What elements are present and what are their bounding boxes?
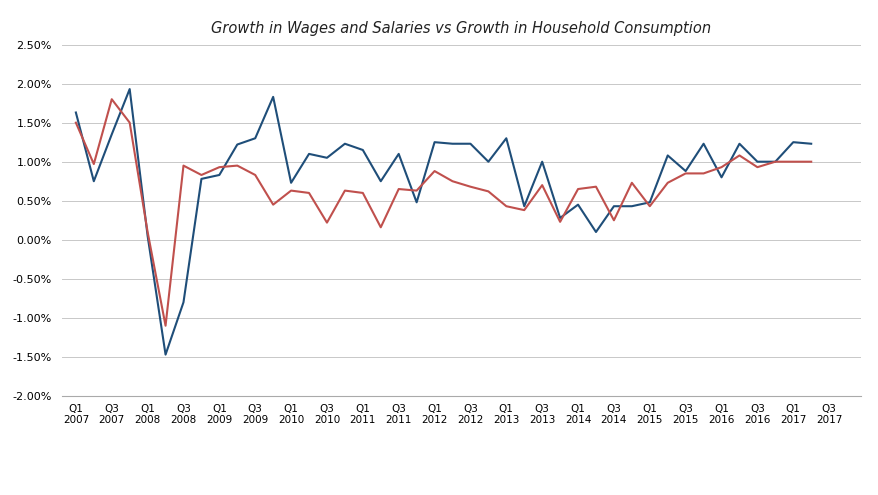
Wages and Salaries [214, 172, 225, 178]
Household Final Consumption Expenditure [716, 164, 726, 170]
Wages and Salaries [89, 178, 99, 184]
Wages and Salaries [590, 229, 601, 235]
Wages and Salaries [536, 159, 547, 165]
Household Final Consumption Expenditure [106, 96, 117, 102]
Household Final Consumption Expenditure [70, 120, 81, 126]
Wages and Salaries [662, 152, 673, 158]
Household Final Consumption Expenditure [608, 217, 618, 223]
Wages and Salaries [733, 141, 744, 147]
Household Final Consumption Expenditure [733, 152, 744, 158]
Wages and Salaries [769, 159, 780, 165]
Wages and Salaries [716, 174, 726, 180]
Household Final Consumption Expenditure [375, 224, 385, 230]
Household Final Consumption Expenditure [428, 168, 439, 174]
Household Final Consumption Expenditure [787, 159, 797, 165]
Household Final Consumption Expenditure [214, 164, 225, 170]
Household Final Consumption Expenditure [483, 189, 493, 195]
Wages and Salaries [232, 142, 242, 148]
Wages and Salaries [321, 155, 332, 161]
Household Final Consumption Expenditure [142, 229, 153, 235]
Line: Wages and Salaries: Wages and Salaries [76, 89, 810, 354]
Wages and Salaries [608, 203, 618, 209]
Household Final Consumption Expenditure [285, 188, 296, 194]
Wages and Salaries [125, 86, 135, 92]
Household Final Consumption Expenditure [572, 186, 583, 192]
Household Final Consumption Expenditure [321, 220, 332, 226]
Household Final Consumption Expenditure [518, 207, 529, 213]
Household Final Consumption Expenditure [447, 178, 457, 184]
Household Final Consumption Expenditure [268, 201, 278, 207]
Wages and Salaries [304, 151, 314, 157]
Wages and Salaries [249, 135, 260, 141]
Wages and Salaries [787, 139, 797, 145]
Household Final Consumption Expenditure [125, 120, 135, 126]
Wages and Salaries [626, 203, 637, 209]
Household Final Consumption Expenditure [304, 190, 314, 196]
Wages and Salaries [680, 168, 690, 174]
Household Final Consumption Expenditure [411, 188, 421, 194]
Wages and Salaries [500, 135, 511, 141]
Wages and Salaries [697, 141, 708, 147]
Wages and Salaries [411, 199, 421, 205]
Wages and Salaries [464, 141, 475, 147]
Wages and Salaries [554, 215, 565, 221]
Household Final Consumption Expenditure [680, 170, 690, 176]
Wages and Salaries [428, 139, 439, 145]
Household Final Consumption Expenditure [644, 203, 654, 209]
Wages and Salaries [268, 94, 278, 100]
Household Final Consumption Expenditure [232, 163, 242, 169]
Household Final Consumption Expenditure [662, 180, 673, 186]
Household Final Consumption Expenditure [178, 163, 189, 169]
Wages and Salaries [160, 351, 170, 357]
Wages and Salaries [70, 109, 81, 115]
Wages and Salaries [805, 141, 816, 147]
Household Final Consumption Expenditure [805, 159, 816, 165]
Wages and Salaries [196, 176, 206, 182]
Household Final Consumption Expenditure [697, 170, 708, 176]
Household Final Consumption Expenditure [357, 190, 368, 196]
Wages and Salaries [393, 151, 404, 157]
Title: Growth in Wages and Salaries vs Growth in Household Consumption: Growth in Wages and Salaries vs Growth i… [212, 21, 710, 37]
Wages and Salaries [375, 178, 385, 184]
Household Final Consumption Expenditure [249, 172, 260, 178]
Household Final Consumption Expenditure [769, 159, 780, 165]
Household Final Consumption Expenditure [752, 164, 762, 170]
Wages and Salaries [752, 159, 762, 165]
Wages and Salaries [518, 203, 529, 209]
Wages and Salaries [644, 199, 654, 205]
Wages and Salaries [572, 201, 583, 207]
Household Final Consumption Expenditure [554, 219, 565, 225]
Wages and Salaries [483, 159, 493, 165]
Household Final Consumption Expenditure [590, 184, 601, 190]
Wages and Salaries [106, 131, 117, 137]
Wages and Salaries [285, 180, 296, 186]
Wages and Salaries [447, 141, 457, 147]
Household Final Consumption Expenditure [89, 161, 99, 167]
Wages and Salaries [339, 141, 349, 147]
Wages and Salaries [357, 147, 368, 153]
Wages and Salaries [142, 233, 153, 239]
Household Final Consumption Expenditure [464, 184, 475, 190]
Wages and Salaries [178, 299, 189, 305]
Household Final Consumption Expenditure [536, 182, 547, 188]
Household Final Consumption Expenditure [196, 172, 206, 178]
Household Final Consumption Expenditure [393, 186, 404, 192]
Household Final Consumption Expenditure [500, 203, 511, 209]
Line: Household Final Consumption Expenditure: Household Final Consumption Expenditure [76, 99, 810, 326]
Household Final Consumption Expenditure [339, 188, 349, 194]
Household Final Consumption Expenditure [160, 323, 170, 329]
Household Final Consumption Expenditure [626, 180, 637, 186]
